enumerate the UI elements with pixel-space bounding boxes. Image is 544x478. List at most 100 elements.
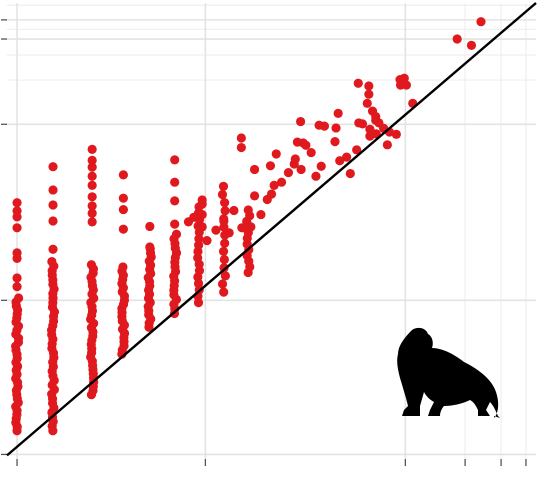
data-point: [87, 171, 97, 181]
data-point: [364, 81, 374, 91]
data-point: [331, 123, 341, 133]
data-point: [382, 140, 392, 150]
data-point: [87, 180, 97, 190]
data-point: [86, 260, 97, 270]
data-point: [249, 164, 260, 175]
data-point: [276, 177, 287, 187]
data-point: [283, 168, 294, 178]
data-point: [12, 282, 22, 292]
data-point: [219, 287, 229, 297]
data-point: [476, 17, 486, 27]
data-point: [48, 216, 58, 226]
data-point: [218, 246, 229, 257]
data-point: [335, 156, 345, 166]
data-point: [87, 201, 97, 211]
data-point: [237, 223, 247, 233]
data-point: [217, 189, 228, 200]
data-point: [145, 242, 155, 252]
data-point: [170, 196, 180, 206]
data-point: [220, 238, 230, 248]
data-point: [87, 217, 97, 227]
data-points: [11, 17, 486, 436]
data-point: [314, 120, 324, 130]
data-point: [13, 293, 24, 303]
data-point: [48, 200, 58, 210]
data-point: [211, 225, 221, 235]
data-point: [256, 209, 266, 220]
axis-ticks: [1, 19, 527, 466]
data-point: [466, 40, 477, 51]
data-point: [298, 138, 308, 148]
data-point: [311, 171, 321, 181]
data-point: [364, 89, 374, 99]
data-point: [365, 124, 375, 134]
data-point: [295, 116, 306, 127]
data-point: [12, 212, 22, 222]
gorilla-icon: [397, 327, 500, 418]
data-point: [219, 197, 230, 208]
data-point: [87, 192, 97, 202]
data-point: [48, 162, 58, 172]
data-point: [12, 223, 22, 233]
data-point: [118, 193, 128, 203]
data-point: [354, 118, 364, 128]
data-point: [243, 205, 253, 215]
data-point: [330, 137, 340, 147]
data-point: [352, 145, 362, 155]
data-point: [217, 279, 228, 289]
data-point: [189, 212, 199, 222]
data-point: [48, 244, 58, 254]
data-point: [87, 155, 97, 165]
data-point: [345, 168, 355, 179]
identity-line-group: [6, 2, 537, 457]
data-point: [271, 149, 281, 159]
data-point: [371, 115, 381, 125]
data-point: [401, 80, 411, 90]
data-point: [12, 253, 22, 263]
data-point: [202, 235, 212, 246]
data-point: [362, 98, 372, 108]
data-point: [266, 189, 277, 199]
data-point: [118, 262, 128, 272]
data-point: [365, 131, 375, 141]
data-point: [229, 205, 239, 216]
data-point: [48, 185, 58, 195]
data-point: [236, 133, 246, 143]
data-point: [249, 191, 260, 201]
data-point: [118, 170, 128, 180]
data-point: [353, 78, 363, 88]
data-point: [87, 208, 97, 218]
data-point: [224, 228, 234, 238]
data-point: [118, 224, 128, 234]
data-point: [219, 263, 229, 273]
identity-line: [6, 2, 537, 457]
data-point: [269, 180, 279, 190]
icon-group: [397, 327, 500, 418]
data-point: [170, 219, 180, 229]
data-point: [47, 256, 57, 267]
data-point: [342, 152, 352, 162]
data-point: [265, 161, 276, 171]
data-point: [12, 198, 22, 208]
data-point: [289, 159, 299, 169]
data-point: [306, 147, 316, 158]
gorilla-body: [397, 327, 500, 418]
data-point: [219, 216, 229, 226]
data-point: [118, 204, 128, 215]
data-point: [316, 161, 326, 171]
data-point: [219, 254, 229, 265]
data-point: [220, 271, 230, 281]
data-point: [452, 34, 462, 44]
data-point: [12, 273, 22, 283]
data-point: [220, 206, 230, 216]
data-point: [87, 144, 97, 154]
data-point: [333, 108, 343, 118]
data-point: [246, 222, 256, 232]
data-point: [170, 177, 180, 187]
data-point: [197, 222, 207, 232]
data-point: [197, 199, 207, 209]
data-point: [197, 209, 207, 220]
data-point: [170, 155, 180, 165]
